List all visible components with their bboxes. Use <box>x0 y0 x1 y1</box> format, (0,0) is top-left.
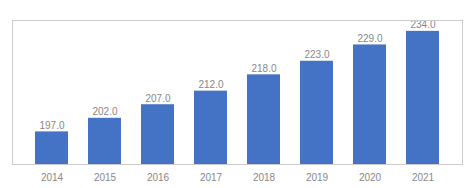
svg-text:207.0: 207.0 <box>145 93 170 104</box>
svg-text:223.0: 223.0 <box>304 49 329 60</box>
svg-text:2021: 2021 <box>412 172 435 183</box>
svg-text:2015: 2015 <box>94 172 117 183</box>
svg-text:2020: 2020 <box>359 172 382 183</box>
svg-text:2016: 2016 <box>147 172 170 183</box>
svg-text:212.0: 212.0 <box>198 79 223 90</box>
svg-text:2014: 2014 <box>41 172 64 183</box>
svg-text:202.0: 202.0 <box>92 106 117 117</box>
svg-text:229.0: 229.0 <box>357 33 382 44</box>
svg-text:2018: 2018 <box>253 172 276 183</box>
svg-text:2019: 2019 <box>306 172 329 183</box>
svg-text:197.0: 197.0 <box>39 120 64 131</box>
svg-text:234.0: 234.0 <box>410 19 435 30</box>
svg-text:2017: 2017 <box>200 172 223 183</box>
svg-text:218.0: 218.0 <box>251 63 276 74</box>
